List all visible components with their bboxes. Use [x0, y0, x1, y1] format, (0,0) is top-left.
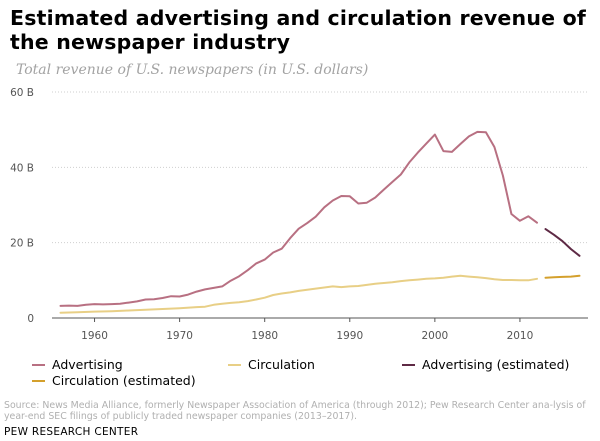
x-tick-label: 2010 — [507, 330, 534, 342]
legend-item-circulation: Circulation — [228, 357, 315, 372]
line-chart: 0 20 B 40 B 60 B 1960 1970 1980 1990 2000 2010 — [10, 87, 588, 342]
y-tick-label: 0 — [27, 313, 34, 325]
x-axis — [52, 317, 588, 322]
x-axis-tick-labels: 1960 1970 1980 1990 2000 2010 — [81, 330, 533, 342]
legend-swatch — [32, 363, 45, 366]
chart-title: Estimated advertising and circulation re… — [10, 6, 586, 54]
source-note: Source: News Media Alliance, formerly Ne… — [4, 400, 586, 422]
legend: Advertising Circulation Advertising (estim… — [32, 357, 600, 389]
x-tick-label: 2000 — [421, 330, 448, 342]
brand-logo-text: PEW RESEARCH CENTER — [4, 426, 139, 438]
legend-label: Circulation — [248, 357, 315, 372]
series-line-advertising-estimated — [544, 228, 581, 257]
y-tick-label: 60 B — [10, 87, 34, 99]
chart-subtitle: Total revenue of U.S. newspapers (in U.S… — [16, 62, 369, 78]
grid-lines — [52, 91, 588, 244]
x-tick-label: 1960 — [81, 330, 108, 342]
x-tick-label: 1970 — [166, 330, 193, 342]
legend-label: Advertising (estimated) — [422, 357, 570, 372]
legend-item-advertising-estimated: Advertising (estimated) — [402, 357, 569, 372]
series-line-circulation — [59, 274, 538, 314]
legend-label: Circulation (estimated) — [52, 373, 196, 388]
series-line-advertising — [59, 130, 538, 307]
legend-label: Advertising — [52, 357, 123, 372]
series-lines — [59, 130, 581, 314]
legend-item-circulation-estimated: Circulation (estimated) — [32, 373, 196, 388]
legend-swatch — [228, 363, 241, 366]
legend-swatch — [402, 363, 415, 366]
legend-item-advertising: Advertising — [32, 357, 123, 372]
series-line-circulation-estimated — [544, 274, 581, 279]
y-axis-tick-labels: 0 20 B 40 B 60 B — [10, 87, 34, 325]
y-tick-label: 20 B — [10, 238, 34, 250]
y-tick-label: 40 B — [10, 162, 34, 174]
legend-swatch — [32, 379, 45, 382]
x-tick-label: 1980 — [251, 330, 278, 342]
x-tick-label: 1990 — [336, 330, 363, 342]
